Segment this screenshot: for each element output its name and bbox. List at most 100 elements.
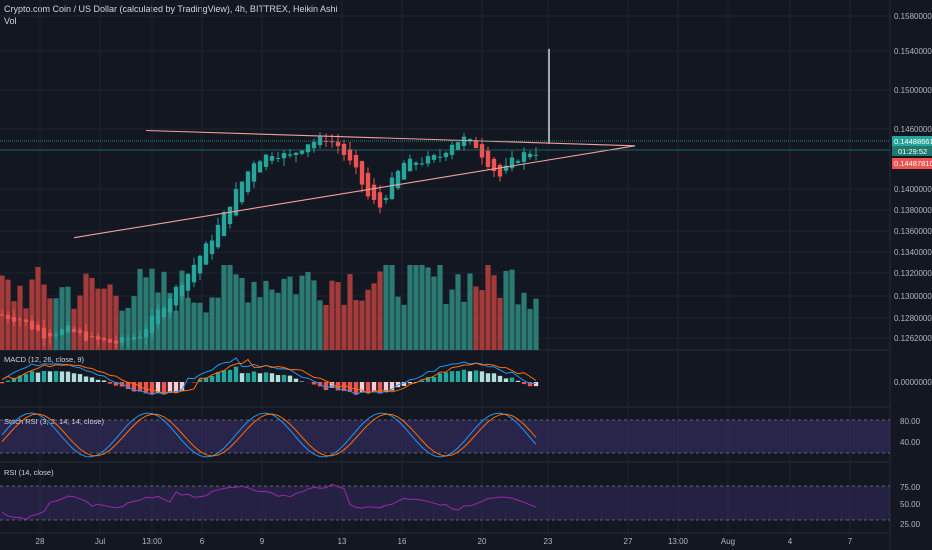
volume-bar bbox=[521, 292, 527, 350]
candle-body bbox=[215, 224, 221, 248]
volume-bar bbox=[509, 269, 515, 350]
macd-histogram-bar bbox=[29, 371, 35, 382]
time-tick-label: 13 bbox=[338, 537, 347, 546]
candle-body bbox=[437, 156, 443, 158]
volume-bar bbox=[299, 275, 305, 350]
candle-body bbox=[101, 338, 107, 341]
macd-histogram-bar bbox=[335, 382, 341, 391]
macd-histogram-bar bbox=[5, 380, 11, 382]
candle-body bbox=[5, 314, 11, 319]
macd-histogram-bar bbox=[35, 372, 41, 382]
candle-body bbox=[485, 150, 491, 168]
macd-histogram-bar bbox=[479, 371, 485, 382]
macd-histogram-bar bbox=[473, 370, 479, 382]
rsi-band bbox=[0, 486, 890, 520]
macd-histogram-bar bbox=[131, 382, 137, 392]
time-tick-label: 28 bbox=[36, 537, 45, 546]
volume-label: Vol bbox=[4, 16, 17, 26]
candle-body bbox=[395, 170, 401, 189]
volume-bar bbox=[365, 289, 371, 350]
candle-body bbox=[311, 141, 317, 149]
candle-body bbox=[191, 264, 197, 283]
candle-body bbox=[419, 163, 425, 165]
volume-bar bbox=[497, 297, 503, 350]
macd-histogram-bar bbox=[215, 372, 221, 382]
countdown-text: 01:29:52 bbox=[898, 147, 927, 156]
volume-bar bbox=[47, 298, 53, 350]
candle-body bbox=[497, 165, 503, 177]
time-tick-label: Jul bbox=[95, 537, 105, 546]
candle-body bbox=[53, 334, 59, 336]
candle-body bbox=[77, 330, 83, 333]
candle-body bbox=[221, 212, 227, 237]
candle-body bbox=[119, 337, 125, 343]
macd-histogram-bar bbox=[263, 372, 269, 382]
macd-histogram-bar bbox=[503, 378, 509, 382]
time-tick-label: Aug bbox=[721, 537, 735, 546]
volume-bar bbox=[23, 308, 29, 350]
time-tick-label: 13:00 bbox=[142, 537, 163, 546]
volume-bar bbox=[437, 265, 443, 350]
stoch-level-80: 80.00 bbox=[900, 417, 921, 426]
macd-histogram-bar bbox=[347, 382, 353, 393]
candle-body bbox=[89, 336, 95, 338]
stoch-d-line bbox=[1, 413, 537, 457]
candle-body bbox=[0, 314, 5, 316]
candle-body bbox=[329, 141, 335, 143]
candle-body bbox=[47, 333, 53, 337]
macd-histogram-bar bbox=[221, 370, 227, 382]
macd-histogram-bar bbox=[527, 382, 533, 387]
candle-body bbox=[521, 152, 527, 162]
chart-title: Crypto.com Coin / US Dollar (calculated … bbox=[4, 4, 338, 14]
candle-body bbox=[365, 172, 371, 197]
macd-histogram-bar bbox=[377, 382, 383, 394]
macd-histogram-bar bbox=[281, 374, 287, 382]
macd-histogram-bar bbox=[47, 371, 53, 382]
volume-bar bbox=[173, 310, 179, 350]
candle-body bbox=[245, 171, 251, 192]
rsi-level-50: 50.00 bbox=[900, 500, 921, 509]
macd-histogram-bar bbox=[359, 382, 365, 393]
volume-bar bbox=[533, 298, 539, 350]
volume-bar bbox=[125, 307, 131, 350]
volume-bar bbox=[527, 308, 533, 350]
volume-bar bbox=[401, 304, 407, 350]
macd-label: MACD (12, 26, close, 9) bbox=[4, 355, 85, 364]
volume-bar bbox=[227, 265, 233, 350]
volume-bar bbox=[251, 281, 257, 350]
candle-body bbox=[359, 161, 365, 185]
volume-bar bbox=[371, 283, 377, 350]
candle-body bbox=[425, 156, 431, 164]
candle-body bbox=[263, 154, 269, 167]
candle-body bbox=[353, 154, 359, 168]
volume-bar bbox=[179, 270, 185, 350]
volume-bar bbox=[239, 277, 245, 350]
candle-body bbox=[479, 144, 485, 158]
volume-bar bbox=[59, 287, 65, 350]
candle-body bbox=[491, 158, 497, 172]
macd-histogram-bar bbox=[425, 377, 431, 382]
macd-histogram-bar bbox=[257, 373, 263, 382]
macd-histogram-bar bbox=[467, 371, 473, 382]
volume-bar bbox=[119, 310, 125, 350]
macd-histogram-bar bbox=[233, 366, 239, 382]
candle-body bbox=[185, 273, 191, 291]
macd-histogram-bar bbox=[485, 373, 491, 382]
trendline-upper bbox=[145, 129, 636, 147]
candle-body bbox=[143, 328, 149, 338]
volume-bar bbox=[257, 297, 263, 350]
volume-bar bbox=[89, 277, 95, 350]
volume-bar bbox=[101, 288, 107, 350]
volume-bar bbox=[275, 292, 281, 350]
macd-histogram-bar bbox=[455, 371, 461, 382]
volume-bar bbox=[455, 274, 461, 350]
candle-body bbox=[95, 336, 101, 340]
candle-body bbox=[227, 206, 233, 225]
macd-histogram-bar bbox=[461, 369, 467, 382]
macd-histogram-bar bbox=[311, 382, 317, 385]
macd-histogram-bar bbox=[71, 373, 77, 382]
volume-bar bbox=[203, 312, 209, 350]
